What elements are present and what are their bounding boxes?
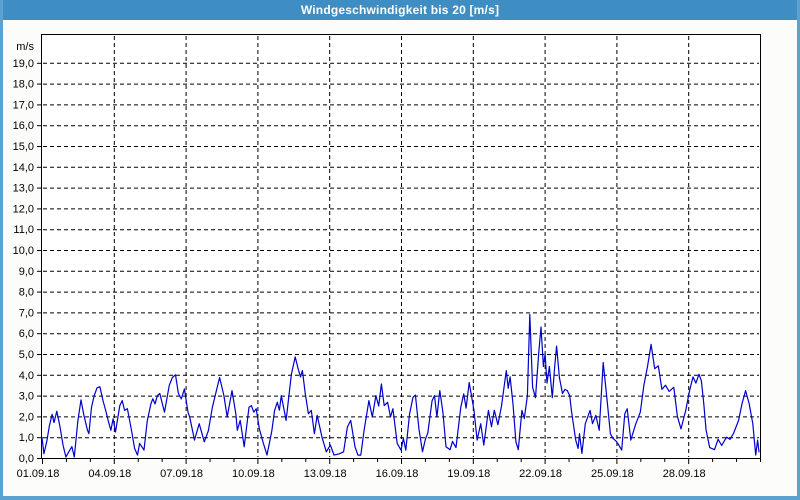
y-axis-tick-label: 17,0 (13, 99, 34, 111)
x-axis-tick-label: 07.09.18 (160, 468, 203, 480)
x-axis-tick-label: 04.09.18 (88, 468, 131, 480)
y-axis-tick-label: 19,0 (13, 58, 34, 70)
y-axis-tick-label: 16,0 (13, 120, 34, 132)
y-axis-tick-label: 9,0 (19, 266, 34, 278)
wind-speed-line (41, 313, 760, 458)
x-axis-tick-label: 01.09.18 (17, 468, 60, 480)
y-axis-tick-label: 7,0 (19, 307, 34, 319)
y-axis-tick-label: 4,0 (19, 370, 34, 382)
x-axis-tick-label: 28.09.18 (663, 468, 706, 480)
y-axis-tick-label: 13,0 (13, 183, 34, 195)
x-axis-tick-label: 13.09.18 (304, 468, 347, 480)
y-axis-unit-label: m/s (16, 41, 34, 53)
x-axis-tick-label: 19.09.18 (447, 468, 490, 480)
y-axis-tick-label: 18,0 (13, 79, 34, 91)
window-title: Windgeschwindigkeit bis 20 [m/s] (300, 3, 500, 17)
y-axis-tick-label: 12,0 (13, 203, 34, 215)
y-axis-tick-label: 8,0 (19, 287, 34, 299)
y-axis-tick-label: 5,0 (19, 349, 34, 361)
y-axis-tick-label: 1,0 (19, 432, 34, 444)
x-axis-tick-label: 10.09.18 (232, 468, 275, 480)
x-axis-tick-label: 16.09.18 (376, 468, 419, 480)
window-title-bar: Windgeschwindigkeit bis 20 [m/s] (3, 0, 797, 20)
x-axis-tick-label: 25.09.18 (591, 468, 634, 480)
x-axis-tick-label: 22.09.18 (519, 468, 562, 480)
y-axis-tick-label: 0,0 (19, 453, 34, 465)
y-axis-tick-label: 3,0 (19, 391, 34, 403)
y-axis-tick-label: 10,0 (13, 245, 34, 257)
y-axis-tick-label: 2,0 (19, 411, 34, 423)
y-axis-tick-label: 6,0 (19, 328, 34, 340)
y-axis-tick-label: 14,0 (13, 162, 34, 174)
y-axis-tick-label: 15,0 (13, 141, 34, 153)
y-axis-tick-label: 11,0 (13, 224, 34, 236)
